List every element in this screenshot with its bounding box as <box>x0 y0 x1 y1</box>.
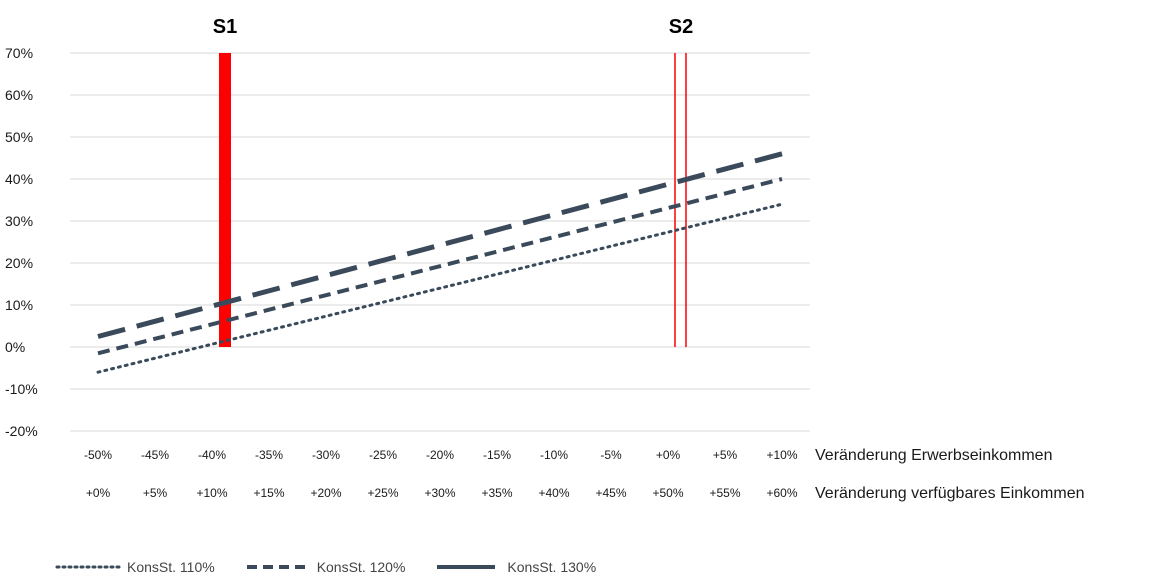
x-tick-label-row2: +35% <box>481 486 512 500</box>
legend-label: KonsSt. 130% <box>507 559 597 575</box>
y-tick-label: 40% <box>5 171 33 187</box>
series-line <box>97 177 783 356</box>
x-row1-label: Veränderung Erwerbseinkommen <box>815 447 1052 464</box>
x-tick-label-row2: +55% <box>709 486 740 500</box>
x-tick-label-row2: +0% <box>86 486 111 500</box>
legend-swatch-longdash <box>437 565 496 569</box>
y-tick-label: 10% <box>5 297 33 313</box>
y-tick-label: 70% <box>5 45 33 61</box>
x-tick-label-row2: +5% <box>143 486 168 500</box>
x-tick-label-row1: -5% <box>600 448 622 462</box>
legend-swatch-dashed <box>246 565 309 569</box>
y-tick-label: -20% <box>5 423 38 439</box>
marker-label: S1 <box>213 16 237 38</box>
x-tick-label-row1: -40% <box>198 448 226 462</box>
x-tick-label-row1: -45% <box>141 448 169 462</box>
x-tick-label-row1: -50% <box>84 448 112 462</box>
legend: KonsSt. 110% KonsSt. 120% KonsSt. 130% <box>55 559 596 575</box>
x-tick-label-row2: +40% <box>538 486 569 500</box>
scenario-markers: S1 S2 <box>213 16 693 347</box>
legend-item-130: KonsSt. 130% <box>435 559 596 575</box>
y-tick-label: 50% <box>5 129 33 145</box>
legend-item-110: KonsSt. 110% <box>55 559 215 575</box>
x-tick-label-row1: -30% <box>312 448 340 462</box>
x-tick-label-row1: -15% <box>483 448 511 462</box>
x-tick-label-row1: -25% <box>369 448 397 462</box>
x-tick-label-row1: +5% <box>713 448 738 462</box>
legend-item-120: KonsSt. 120% <box>245 559 406 575</box>
legend-label: KonsSt. 120% <box>316 559 406 575</box>
x-tick-label-row2: +10% <box>196 486 227 500</box>
x-tick-label-row2: +45% <box>595 486 626 500</box>
y-tick-label: 30% <box>5 213 33 229</box>
y-tick-label: 60% <box>5 87 33 103</box>
y-tick-label: 20% <box>5 255 33 271</box>
x-tick-label-row1: +10% <box>766 448 797 462</box>
y-tick-label: 0% <box>5 339 25 355</box>
x-tick-label-row1: +0% <box>656 448 681 462</box>
x-tick-label-row2: +30% <box>424 486 455 500</box>
series-lines <box>96 151 784 374</box>
x-tick-label-row2: +25% <box>367 486 398 500</box>
x-tick-label-row2: +60% <box>766 486 797 500</box>
x-tick-label-row2: +50% <box>652 486 683 500</box>
x-tick-label-row1: -10% <box>540 448 568 462</box>
x-row2-label: Veränderung verfügbares Einkommen <box>815 485 1085 502</box>
y-tick-label: -10% <box>5 381 38 397</box>
x-tick-label-row1: -20% <box>426 448 454 462</box>
legend-swatch-dotted <box>55 565 121 569</box>
x-tick-label-row1: -35% <box>255 448 283 462</box>
series-line <box>97 151 783 339</box>
legend-label: KonsSt. 110% <box>127 559 215 575</box>
gridlines <box>70 52 810 432</box>
y-axis-ticks: 70% 60% 50% 40% 30% 20% 10% 0% -10% -20% <box>5 45 38 439</box>
marker-label: S2 <box>669 16 693 38</box>
x-tick-label-row2: +15% <box>253 486 284 500</box>
x-axis-ticks: -50% -45% -40% -35% -30% -25% -20% -15% -10% -5% +… <box>84 448 798 500</box>
x-tick-label-row2: +20% <box>310 486 341 500</box>
series-line <box>96 202 784 374</box>
marker-s1-bar <box>219 53 231 347</box>
